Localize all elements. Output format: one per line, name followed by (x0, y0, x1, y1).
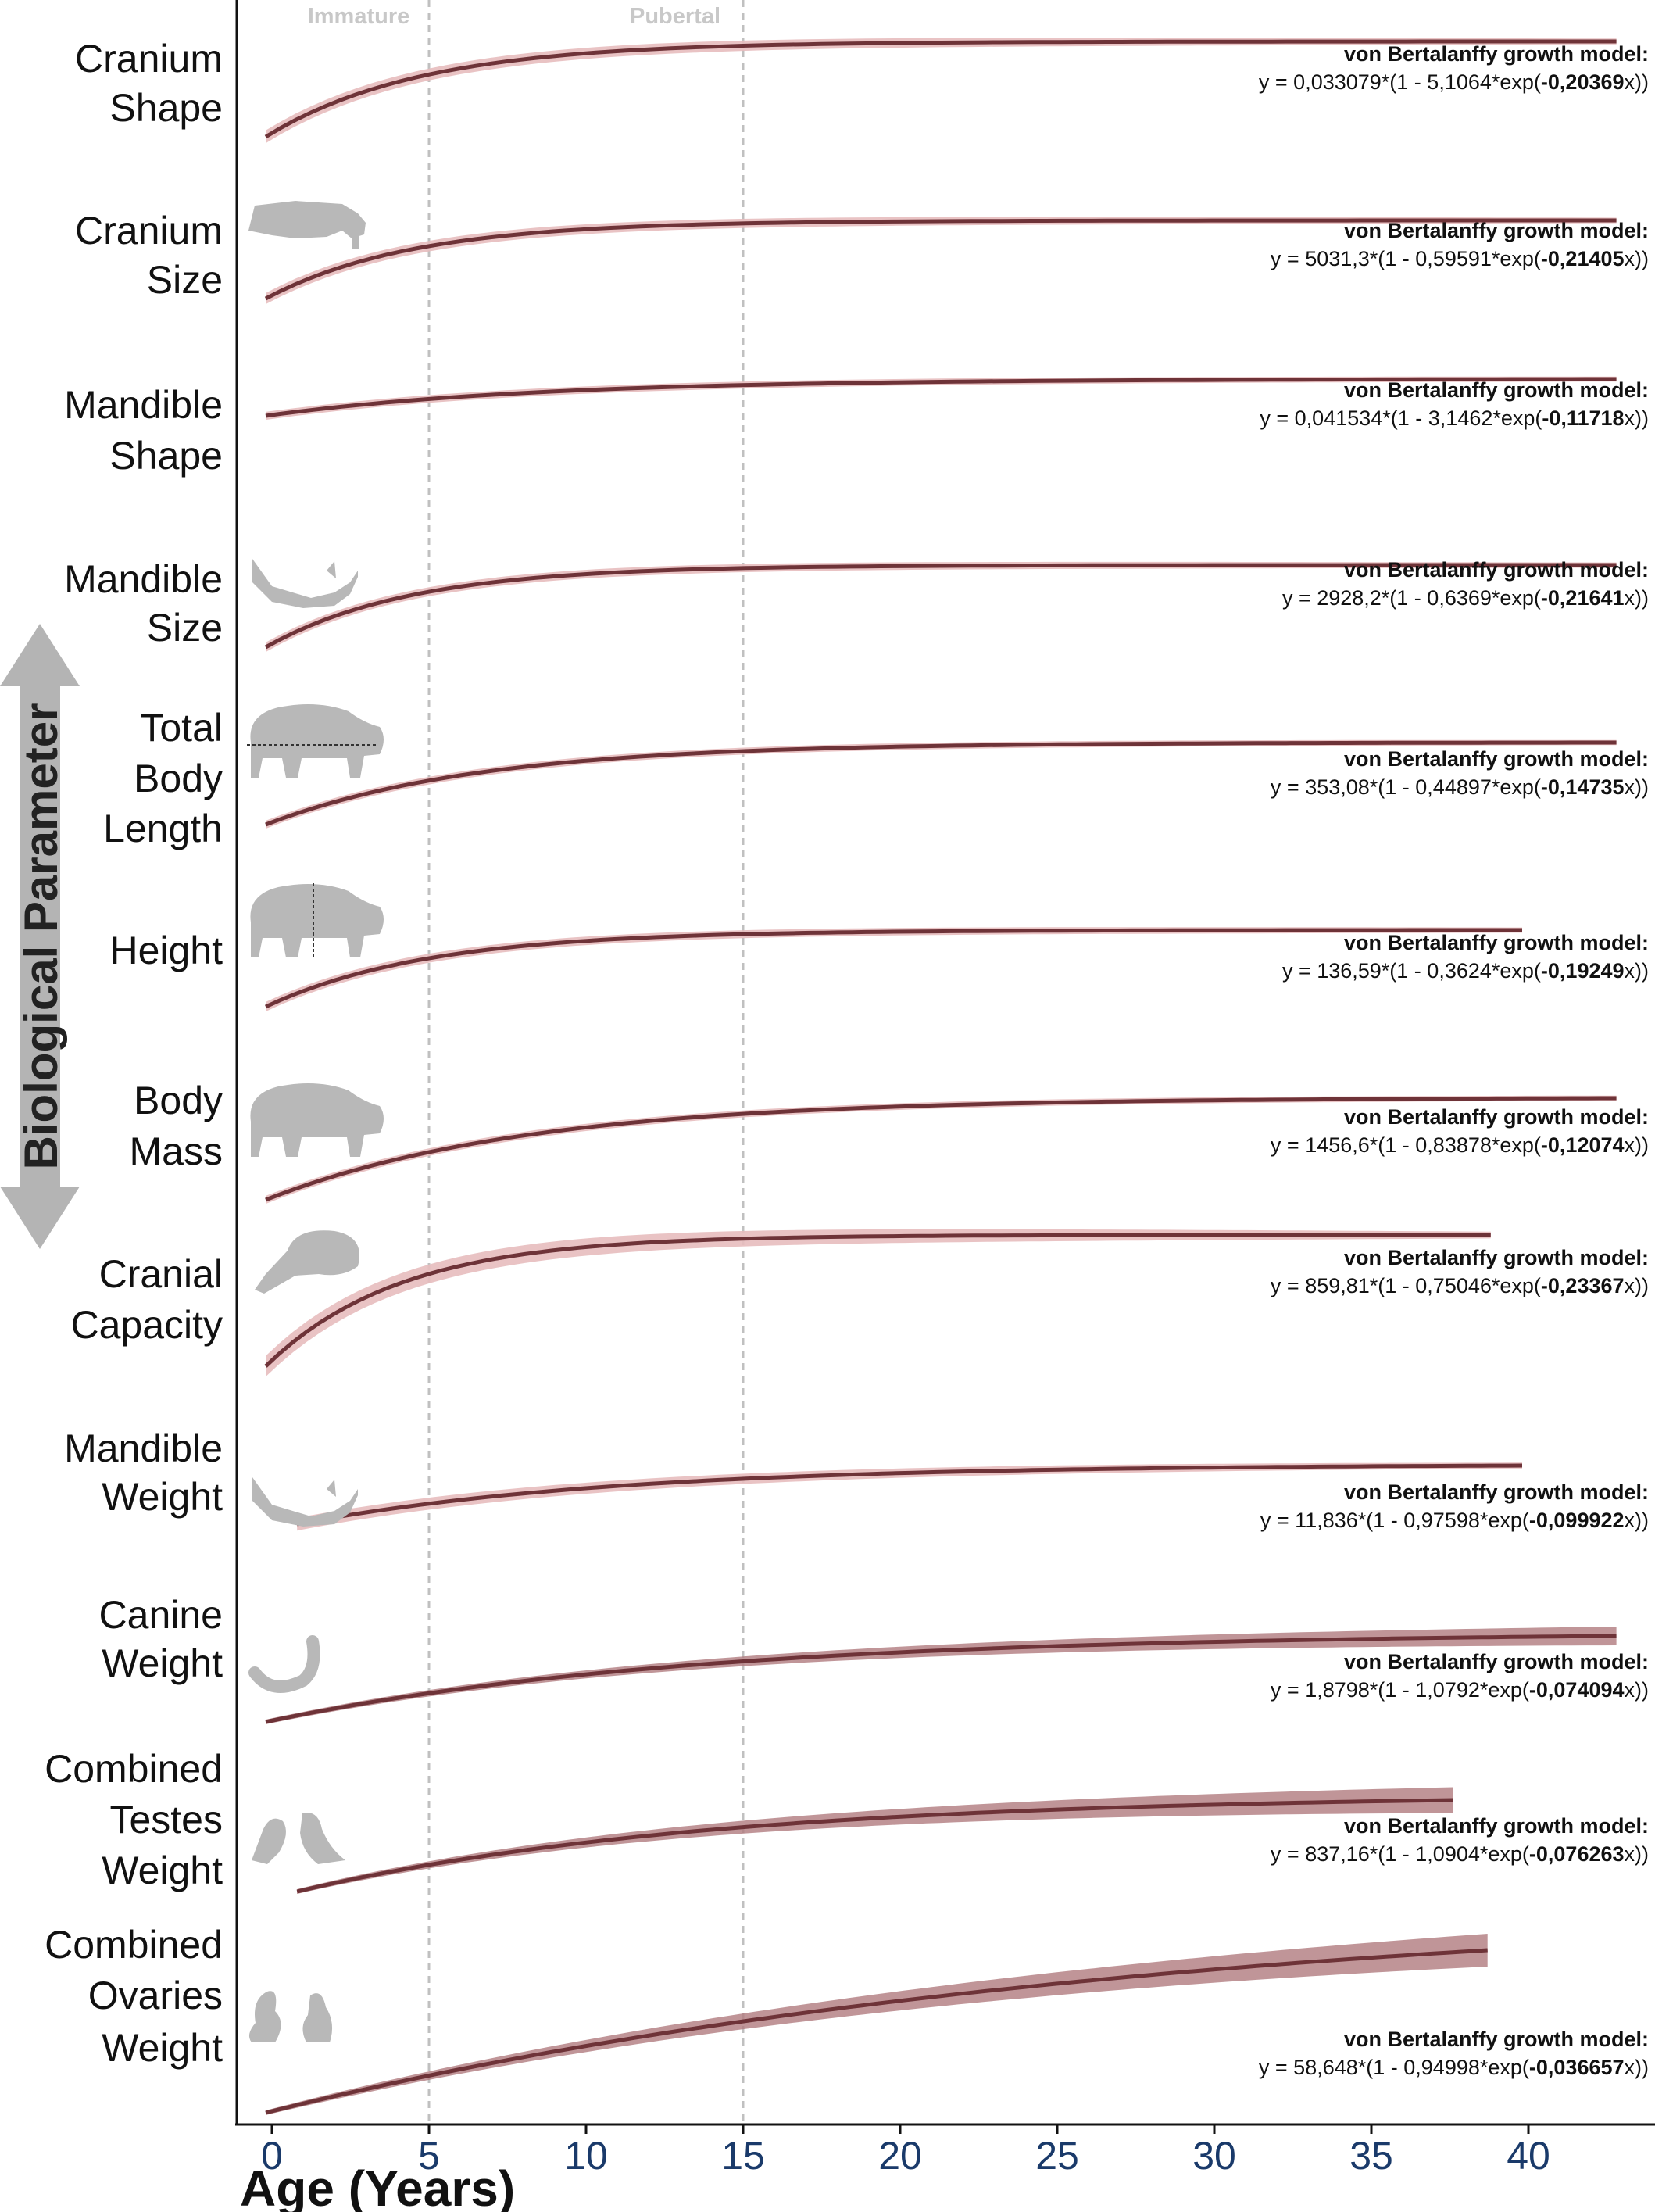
row-label: Cranium (75, 37, 223, 81)
silhouette-icons (247, 201, 384, 2042)
growth-curve (264, 928, 1522, 1009)
row-label: Size (147, 606, 223, 650)
row-label: Shape (109, 86, 223, 130)
row-label: Combined (45, 1747, 223, 1791)
row-label: Mandible (64, 383, 223, 427)
x-tick-label: 15 (721, 2134, 765, 2178)
row-label: Body (134, 757, 223, 800)
model-equation: y = 859,81*(1 - 0,75046*exp(-0,23367x)) (1271, 1274, 1649, 1297)
row-label: Weight (102, 2026, 223, 2070)
row-label: Weight (102, 1475, 223, 1519)
growth-curve (264, 218, 1617, 301)
x-tick-label: 25 (1035, 2134, 1079, 2178)
model-title: von Bertalanffy growth model: (1344, 1814, 1649, 1838)
growth-curve (265, 740, 1617, 827)
row-label: Capacity (70, 1303, 223, 1347)
model-equation: y = 0,041534*(1 - 3,1462*exp(-0,11718x)) (1260, 406, 1649, 430)
mandible-weight-icon (252, 1477, 358, 1527)
row-label: Testes (109, 1798, 223, 1842)
row-label: Cranial (99, 1252, 223, 1296)
model-equation: y = 2928,2*(1 - 0,6369*exp(-0,21641x)) (1282, 586, 1649, 610)
growth-curve (264, 1233, 1491, 1368)
growth-rows: Cranium Shape von Bertalanffy growth model… (45, 37, 1649, 2115)
model-equation: y = 353,08*(1 - 0,44897*exp(-0,14735x)) (1271, 775, 1649, 799)
canine-icon (248, 1635, 320, 1693)
x-tick-label: 40 (1507, 2134, 1550, 2178)
hippo-height-icon (250, 883, 384, 957)
model-equation: y = 11,836*(1 - 0,97598*exp(-0,099922x)) (1260, 1509, 1649, 1532)
row-label: Mandible (64, 1426, 223, 1470)
growth-curve (265, 1096, 1617, 1202)
row-label: Shape (109, 434, 223, 478)
row-label: Canine (99, 1593, 223, 1637)
x-tick-label: 35 (1349, 2134, 1393, 2178)
x-axis-ticks: 0 5 10 15 20 25 30 35 40 (261, 2124, 1550, 2178)
model-title: von Bertalanffy growth model: (1344, 378, 1649, 402)
model-equation: y = 5031,3*(1 - 0,59591*exp(-0,21405x)) (1271, 247, 1649, 270)
growth-curve (265, 377, 1617, 418)
row-label: Height (109, 929, 223, 972)
row-label: Size (147, 258, 223, 302)
model-title: von Bertalanffy growth model: (1344, 1480, 1649, 1504)
testes-icon (252, 1813, 345, 1864)
confidence-band (297, 1787, 1453, 1894)
confidence-band (266, 1627, 1617, 1724)
ovaries-icon (248, 1991, 333, 2042)
x-tick-label: 0 (261, 2134, 283, 2178)
x-tick-label: 30 (1192, 2134, 1236, 2178)
model-title: von Bertalanffy growth model: (1344, 1650, 1649, 1673)
confidence-band (297, 1462, 1523, 1531)
x-tick-label: 10 (564, 2134, 608, 2178)
growth-curve (296, 1463, 1523, 1527)
growth-curve (264, 563, 1617, 650)
row-label: Weight (102, 1641, 223, 1685)
pubertal-label: Pubertal (630, 4, 720, 29)
model-title: von Bertalanffy growth model: (1344, 1246, 1649, 1269)
mandible-icon (252, 559, 358, 608)
row-label: Body (134, 1079, 223, 1122)
model-equation: y = 837,16*(1 - 1,0904*exp(-0,076263x)) (1271, 1842, 1649, 1866)
immature-label: Immature (308, 4, 410, 29)
model-equation: y = 136,59*(1 - 0,3624*exp(-0,19249x)) (1282, 959, 1649, 983)
model-equation: y = 0,033079*(1 - 5,1064*exp(-0,20369x)) (1259, 70, 1649, 94)
growth-curve (265, 1634, 1617, 1724)
model-equation: y = 1456,6*(1 - 0,83878*exp(-0,12074x)) (1271, 1133, 1649, 1157)
growth-curve (264, 39, 1617, 139)
confidence-band (266, 739, 1617, 829)
model-equation: y = 58,648*(1 - 0,94998*exp(-0,036657x)) (1259, 2056, 1649, 2079)
x-tick-label: 20 (878, 2134, 922, 2178)
confidence-band (266, 1095, 1617, 1204)
hippo-length-icon (247, 704, 384, 778)
row-label: Combined (45, 1923, 223, 1967)
model-title: von Bertalanffy growth model: (1344, 1105, 1649, 1129)
confidence-band (266, 1934, 1488, 2115)
hippo-mass-icon (250, 1083, 384, 1157)
x-tick-label: 5 (418, 2134, 440, 2178)
cranium-icon (248, 201, 366, 249)
model-title: von Bertalanffy growth model: (1344, 558, 1649, 582)
model-equation: y = 1,8798*(1 - 1,0792*exp(-0,074094x)) (1271, 1678, 1649, 1702)
x-axis-title: Age (Years) (240, 2160, 515, 2212)
row-label: Cranium (75, 209, 223, 252)
confidence-band (266, 1229, 1491, 1377)
model-title: von Bertalanffy growth model: (1344, 219, 1649, 242)
row-label: Weight (102, 1849, 223, 1892)
y-axis-title: Biological Parameter (15, 703, 67, 1170)
row-label: Ovaries (88, 1974, 223, 2017)
row-label: Mandible (64, 557, 223, 601)
row-label: Length (103, 807, 223, 850)
row-label: Mass (130, 1129, 223, 1173)
y-axis-arrow (0, 624, 80, 1249)
confidence-band (266, 376, 1617, 421)
growth-curve (265, 1948, 1488, 2115)
model-title: von Bertalanffy growth model: (1344, 747, 1649, 771)
model-title: von Bertalanffy growth model: (1344, 931, 1649, 954)
model-title: von Bertalanffy growth model: (1344, 42, 1649, 66)
brain-icon (255, 1230, 359, 1294)
row-label: Total (140, 706, 223, 750)
growth-curve (296, 1798, 1453, 1894)
model-title: von Bertalanffy growth model: (1344, 2028, 1649, 2051)
